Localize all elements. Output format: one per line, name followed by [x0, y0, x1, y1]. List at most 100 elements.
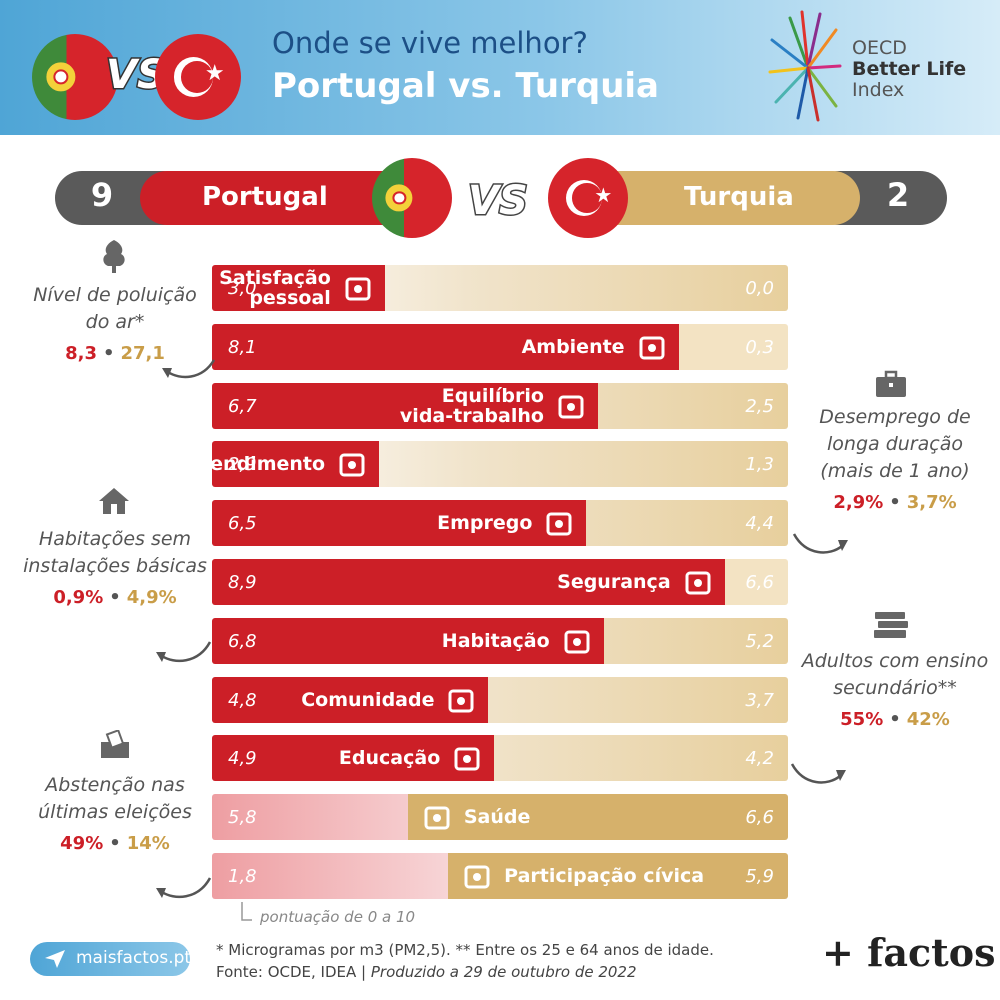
portugal-flag-icon [32, 34, 118, 120]
portugal-value: 8,1 [228, 336, 257, 358]
tree-icon [103, 240, 125, 273]
bar-category-text: Emprego [437, 512, 533, 535]
bar-category-text: Rendimento [212, 453, 326, 476]
footnote-date: Produzido a 29 de outubro de 2022 [370, 963, 637, 981]
bar-category-text: Participação cívica [504, 865, 705, 887]
bar-category-text: Saúde [463, 806, 531, 829]
bar-portugal [212, 559, 725, 605]
note-adults-tr: 42% [906, 709, 950, 730]
footnote: * Microgramas por m3 (PM2,5). ** Entre o… [216, 939, 714, 983]
turquia-value: 5,2 [745, 630, 774, 652]
send-icon [45, 950, 65, 968]
ballot-box-icon [101, 730, 129, 758]
note-adults-pt: 55% [840, 709, 884, 730]
portugal-label: Portugal [202, 182, 328, 212]
turkey-flag-icon: ★ [155, 34, 241, 120]
note-abstention: Abstenção nas últimas eleições 49% • 14% [20, 772, 210, 857]
footnote-source: Fonte: OCDE, IDEA | [216, 963, 371, 981]
bar-category-label: Rendimento [212, 441, 369, 487]
books-icon [448, 741, 484, 775]
bar-category-label: Habitação [442, 618, 594, 664]
bar-row: Rendimento2,9 1,3 [212, 441, 788, 488]
separator: • [109, 833, 121, 854]
oecd-line3: Index [852, 79, 905, 101]
note-abstention-values: 49% • 14% [20, 830, 210, 857]
turquia-value: 0,3 [745, 336, 774, 358]
money-stack-icon [333, 447, 369, 481]
note-housing-pt: 0,9% [53, 587, 104, 608]
note-adults-values: 55% • 42% [800, 706, 990, 733]
bar-category-label: Educação [339, 735, 484, 781]
tree-icon [633, 330, 669, 364]
note-unemployment-pt: 2,9% [833, 492, 884, 513]
turquia-value: 6,6 [745, 807, 774, 829]
footnote-line1: * Microgramas por m3 (PM2,5). ** Entre o… [216, 941, 714, 959]
vs-icon: VS [105, 51, 165, 99]
bar-category-text: Satisfação pessoal [219, 267, 331, 309]
note-housing-label: Habitações sem instalações básicas [23, 528, 207, 577]
arrow-icon [156, 641, 212, 663]
bar-portugal [212, 323, 679, 370]
group-people-icon [442, 683, 478, 717]
scale-bracket-icon [241, 902, 252, 921]
svg-text:VS: VS [106, 52, 164, 98]
arrow-icon [792, 533, 848, 554]
separator: • [109, 587, 121, 608]
bar-category-text: Ambiente [521, 335, 625, 358]
portugal-value: 8,9 [228, 572, 257, 593]
portugal-score: 9 [90, 176, 114, 214]
note-air-pt: 8,3 [65, 343, 97, 364]
svg-text:VS: VS [468, 178, 528, 224]
bar-category-label: Emprego [437, 500, 576, 546]
house-icon [99, 488, 129, 514]
bar-category-text: Segurança [557, 571, 671, 593]
bar-row: Saúde 5,8 6,6 [212, 794, 788, 841]
turquia-value: 1,3 [745, 454, 774, 476]
turquia-value: 3,7 [745, 689, 774, 711]
note-unemployment-label: Desemprego de longa duração (mais de 1 a… [819, 406, 971, 482]
bar-portugal [212, 735, 495, 782]
turquia-value: 5,9 [745, 866, 774, 887]
bar-turquia [407, 794, 788, 841]
note-housing-tr: 4,9% [126, 587, 177, 608]
bar-row: Satisfação pessoal 3,0 0,0 [212, 265, 788, 311]
separator: • [889, 492, 901, 513]
note-unemployment-tr: 3,7% [906, 492, 957, 513]
bar-row: Ambiente 8,1 0,3 [212, 323, 788, 370]
turquia-value: 6,6 [745, 572, 774, 593]
bar-category-label: Satisfação pessoal [212, 265, 375, 311]
turquia-value: 2,5 [745, 395, 774, 417]
note-adults-label: Adultos com ensino secundário** [801, 650, 989, 699]
bar-row: Educação 4,9 4,2 [212, 735, 788, 782]
doctor-icon [420, 800, 456, 834]
portugal-value: 1,8 [228, 866, 257, 887]
note-abstention-tr: 14% [126, 833, 170, 854]
person-arms-up-icon [339, 271, 375, 305]
note-housing-values: 0,9% • 4,9% [20, 584, 210, 611]
bar-category-label: Comunidade [301, 677, 478, 723]
bar-category-label: Participação cívica [460, 853, 704, 899]
scale-note: pontuação de 0 a 10 [260, 908, 416, 926]
oecd-line2: Better Life [852, 58, 967, 80]
oecd-label: OECD Better Life Index [852, 38, 966, 101]
books-icon [874, 612, 908, 638]
note-unemployment: Desemprego de longa duração (mais de 1 a… [800, 404, 990, 516]
bar-row: Segurança 8,9 6,6 [212, 559, 788, 605]
bar-row: Comunidade 4,8 3,7 [212, 676, 788, 723]
bar-portugal [212, 500, 587, 547]
portugal-flag-icon [372, 158, 452, 238]
site-link[interactable]: maisfactos.pt [30, 942, 191, 976]
factos-logo: + factos [822, 930, 996, 975]
bar-row: Equilíbrio vida-trabalho 6,7 2,5 [212, 382, 788, 429]
portugal-value: 4,9 [228, 748, 257, 770]
page-title: Portugal vs. Turquia [272, 66, 659, 106]
turquia-value: 4,2 [745, 748, 774, 770]
bar-category-label: Saúde [420, 794, 531, 840]
portugal-value: 5,8 [228, 807, 257, 829]
oecd-line1: OECD [852, 37, 907, 59]
portugal-value: 6,7 [228, 395, 257, 417]
people-at-table-icon [552, 389, 588, 423]
page-title-question: Onde se vive melhor? [272, 26, 588, 60]
separator: • [889, 709, 901, 730]
arrow-icon [162, 359, 216, 379]
